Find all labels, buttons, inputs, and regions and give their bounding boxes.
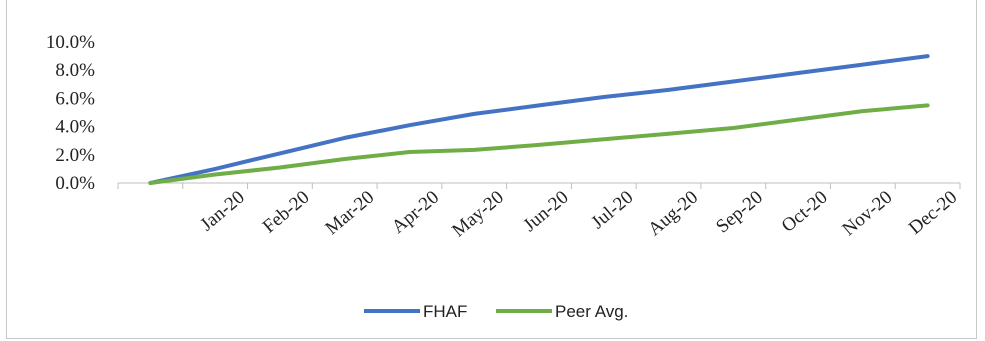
x-tick-label: Jan-20 [196, 187, 248, 236]
chart-axes [117, 182, 961, 189]
x-tick-label: Oct-20 [778, 187, 832, 237]
x-tick-label: Feb-20 [259, 187, 314, 238]
chart-frame [6, 0, 977, 339]
series-line-fhaf [148, 54, 930, 185]
x-tick-label: Mar-20 [321, 187, 378, 239]
x-tick-label: May-20 [448, 187, 508, 242]
y-tick-label: 4.0% [55, 117, 95, 138]
series-lines [148, 54, 930, 185]
y-tick-label: 0.0% [55, 173, 95, 194]
legend-label: Peer Avg. [555, 302, 628, 321]
y-tick-label: 2.0% [55, 145, 95, 166]
series-line-peer-avg [148, 103, 930, 185]
x-tick-label: Aug-20 [644, 187, 702, 240]
legend: FHAF Peer Avg. [364, 302, 628, 321]
x-tick-label: Sep-20 [712, 187, 767, 238]
x-tick-label: Dec-20 [905, 187, 961, 239]
x-tick-label: Apr-20 [388, 187, 443, 238]
y-tick-label: 6.0% [55, 88, 95, 109]
y-axis-ticks: 0.0% 2.0% 4.0% 6.0% 8.0% 10.0% [46, 32, 95, 194]
x-tick-label: Nov-20 [838, 187, 896, 240]
x-tick-label: Jul-20 [587, 187, 637, 234]
y-tick-label: 10.0% [46, 32, 95, 53]
x-tick-label: Jun-20 [519, 187, 572, 236]
legend-label: FHAF [423, 302, 467, 321]
y-tick-label: 8.0% [55, 60, 95, 81]
x-axis-ticks: Jan-20 Feb-20 Mar-20 Apr-20 May-20 Jun-20 Jul-… [196, 187, 961, 242]
